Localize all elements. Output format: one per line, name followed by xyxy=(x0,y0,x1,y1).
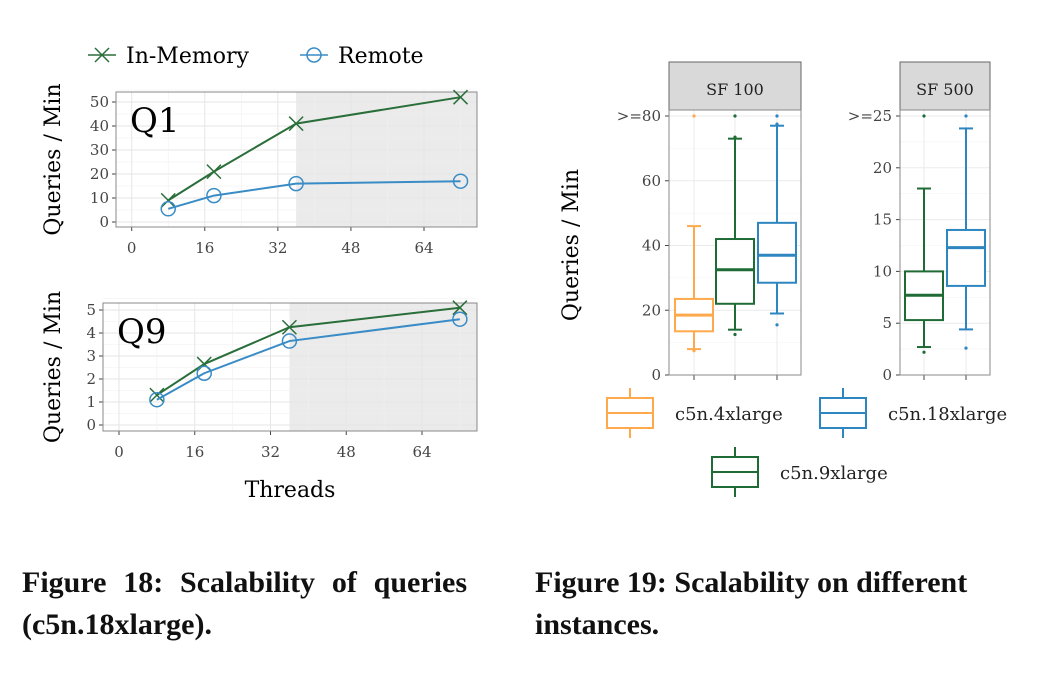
y-tick-label: 40 xyxy=(90,117,109,135)
y-tick-label: >=25 xyxy=(848,107,892,125)
box-c5n.18xlarge xyxy=(946,228,986,287)
data-point-circle-marker xyxy=(149,391,165,408)
y-axis-label: Queries / Min xyxy=(41,83,66,235)
outlier-point xyxy=(775,114,779,118)
series-line-remote xyxy=(156,318,461,401)
y-axis-label: Queries / Min xyxy=(559,169,584,321)
data-point-circle-marker xyxy=(288,175,304,192)
facet-strip xyxy=(899,61,991,111)
x-tick-label: 64 xyxy=(414,239,433,257)
y-tick-label: 4 xyxy=(86,324,96,342)
data-point-x-marker xyxy=(288,116,304,132)
y-tick-label: 0 xyxy=(99,213,109,231)
outlier-point xyxy=(775,323,779,327)
data-point-x-marker xyxy=(453,89,469,105)
legend-label: c5n.9xlarge xyxy=(780,463,888,484)
y-tick-label: 20 xyxy=(873,159,892,177)
series-line-in-memory xyxy=(167,96,461,202)
legend-label: In-Memory xyxy=(126,44,249,69)
outlier-point xyxy=(733,135,737,139)
legend-label: Remote xyxy=(338,44,424,69)
panel-label: Q9 xyxy=(117,312,167,352)
y-tick-label: 0 xyxy=(86,416,96,434)
y-tick-label: 1 xyxy=(86,393,96,411)
outlier-point xyxy=(775,122,779,126)
box-c5n.18xlarge xyxy=(757,221,797,284)
x-tick-label: 32 xyxy=(268,239,287,257)
y-tick-label: 40 xyxy=(642,237,661,255)
series-line-remote xyxy=(167,180,461,210)
data-point-x-marker xyxy=(149,387,165,403)
plot-border xyxy=(115,91,478,228)
y-tick-label: 10 xyxy=(873,262,892,280)
box-c5n.9xlarge xyxy=(715,238,755,305)
y-tick-label: 30 xyxy=(90,141,109,159)
legend-circle-marker xyxy=(306,47,322,63)
legend-x-marker xyxy=(94,47,110,63)
shaded-region xyxy=(296,92,477,227)
y-tick-label: 15 xyxy=(873,211,892,229)
y-tick-label: 5 xyxy=(86,301,96,319)
outlier-point xyxy=(922,114,926,118)
y-tick-label: 0 xyxy=(651,366,661,384)
outlier-point xyxy=(733,114,737,118)
plot-border xyxy=(899,109,991,376)
x-tick-label: 16 xyxy=(185,443,204,461)
x-tick-label: 48 xyxy=(337,443,356,461)
plot-border xyxy=(668,109,802,376)
figure-19-caption: Figure 19: Scalability on different inst… xyxy=(535,566,968,641)
x-tick-label: 0 xyxy=(127,239,137,257)
y-axis-label: Queries / Min xyxy=(41,291,66,443)
x-tick-label: 64 xyxy=(412,443,431,461)
data-point-x-marker xyxy=(160,192,176,208)
x-tick-label: 32 xyxy=(261,443,280,461)
series-line-in-memory xyxy=(156,306,460,396)
data-point-circle-marker xyxy=(206,187,222,204)
x-tick-label: 0 xyxy=(114,443,124,461)
data-point-x-marker xyxy=(281,319,297,335)
facet-label: SF 500 xyxy=(916,80,974,99)
data-point-x-marker xyxy=(206,164,222,180)
y-tick-label: 0 xyxy=(882,366,892,384)
y-tick-label: 20 xyxy=(90,165,109,183)
x-tick-label: 16 xyxy=(195,239,214,257)
data-point-x-marker xyxy=(452,300,468,316)
y-tick-label: 20 xyxy=(642,301,661,319)
data-point-circle-marker xyxy=(452,311,468,327)
y-tick-label: 50 xyxy=(90,93,109,111)
y-tick-label: 5 xyxy=(882,314,892,332)
data-point-circle-marker xyxy=(452,173,469,189)
y-tick-label: 60 xyxy=(642,172,661,190)
panel-label: Q1 xyxy=(130,101,180,141)
outlier-point xyxy=(964,346,968,350)
outlier-point xyxy=(692,349,696,353)
plot-border xyxy=(102,302,478,432)
y-tick-label: >=80 xyxy=(617,107,661,125)
shaded-region xyxy=(289,303,477,431)
legend-label: c5n.4xlarge xyxy=(675,404,783,425)
outlier-point xyxy=(922,350,926,354)
x-axis-label: Threads xyxy=(245,478,336,503)
data-point-circle-marker xyxy=(281,333,298,349)
data-point-circle-marker xyxy=(160,201,176,217)
legend-label: c5n.18xlarge xyxy=(888,404,1007,425)
figure-18-caption: Figure 18: Scalability of queries (c5n.1… xyxy=(22,566,467,641)
outlier-point xyxy=(733,332,737,337)
y-tick-label: 2 xyxy=(86,370,96,388)
data-point-circle-marker xyxy=(196,365,212,381)
outlier-point xyxy=(964,114,968,118)
facet-strip xyxy=(668,61,802,111)
outlier-point xyxy=(692,114,696,118)
x-tick-label: 48 xyxy=(341,239,360,257)
y-tick-label: 10 xyxy=(90,189,109,207)
y-tick-label: 3 xyxy=(86,347,96,365)
facet-label: SF 100 xyxy=(706,80,764,99)
